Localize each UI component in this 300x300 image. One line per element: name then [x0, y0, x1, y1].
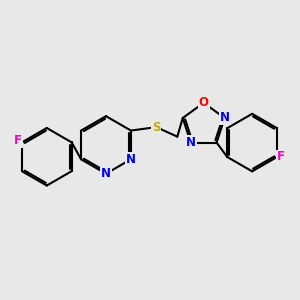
Text: F: F: [276, 151, 284, 164]
Text: O: O: [199, 96, 209, 109]
Text: N: N: [220, 112, 230, 124]
Text: N: N: [186, 136, 196, 149]
Text: S: S: [152, 121, 160, 134]
Text: N: N: [101, 167, 111, 180]
Text: F: F: [14, 134, 22, 147]
Text: N: N: [126, 153, 136, 166]
